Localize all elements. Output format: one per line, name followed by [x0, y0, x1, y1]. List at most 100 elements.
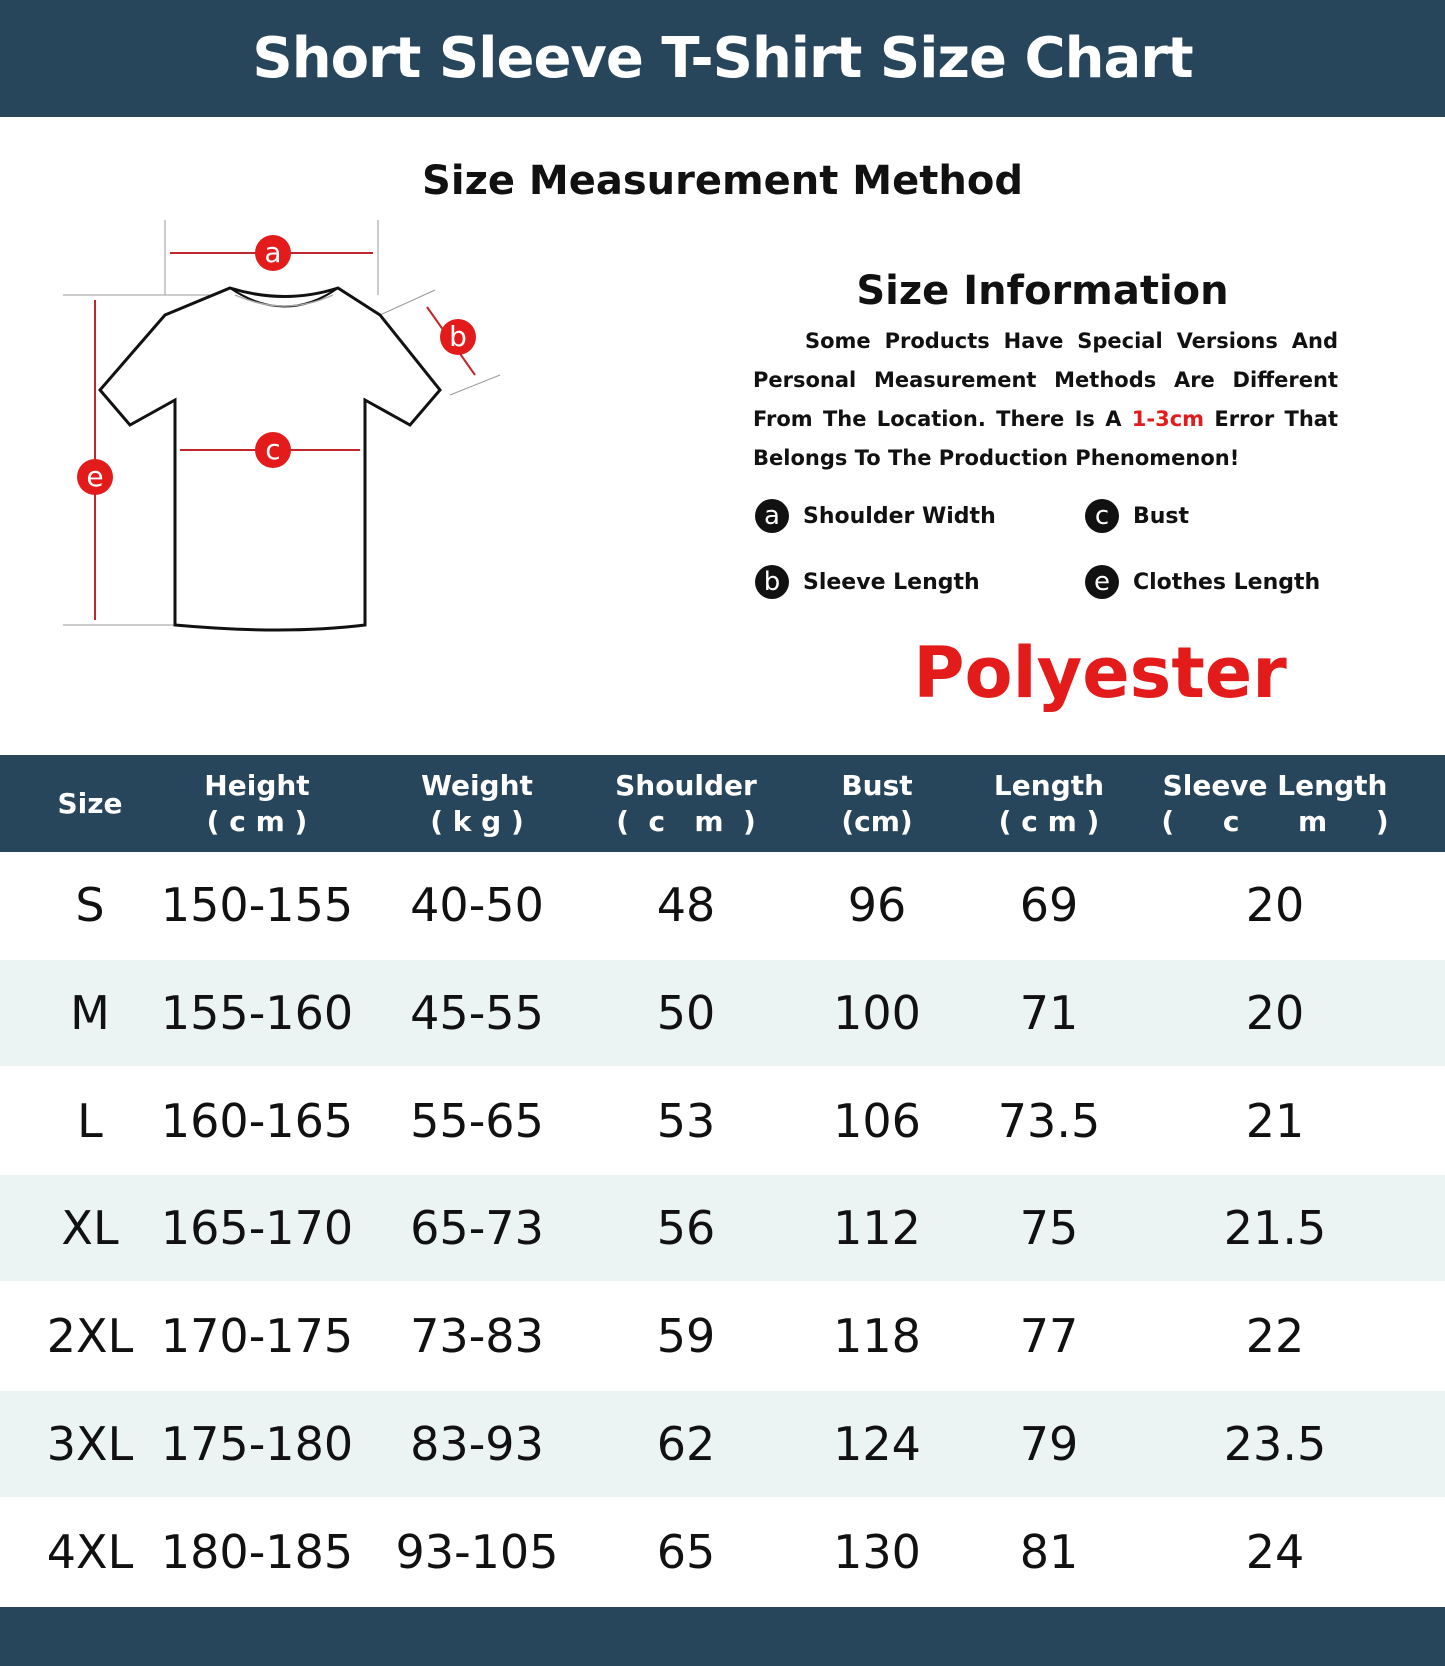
table-cell: 175-180: [160, 1417, 354, 1471]
column-name: Shoulder: [615, 768, 757, 802]
legend-bust: c Bust: [1085, 499, 1189, 533]
column-header: Shoulder( c m ): [615, 755, 757, 852]
table-cell: 59: [656, 1309, 716, 1364]
table-cell: 71: [1019, 985, 1079, 1040]
legend-clothes-length: e Clothes Length: [1085, 565, 1320, 599]
column-name: Height: [204, 768, 310, 802]
table-cell: 83-93: [410, 1417, 544, 1471]
tshirt-diagram: a b c e: [63, 220, 501, 632]
column-header: Size: [57, 755, 122, 852]
table-cell: 56: [656, 1201, 716, 1256]
info-text: Error That Belongs To The Production Phe…: [753, 407, 1338, 470]
table-row: M 155-160 45-55 50 100 71 20: [0, 959, 1445, 1066]
measure-markers: a b c e: [77, 235, 476, 495]
table-cell: 21: [1245, 1093, 1305, 1148]
table-row: S 150-155 40-50 48 96 69 20: [0, 852, 1445, 958]
table-cell: 20: [1245, 985, 1305, 1040]
table-cell: S: [75, 878, 105, 932]
column-name: Sleeve Length: [1162, 768, 1388, 802]
table-cell: 73-83: [410, 1309, 544, 1364]
table-cell: 53: [656, 1093, 716, 1148]
table-cell: 100: [833, 985, 921, 1040]
column-unit: ( c m ): [206, 804, 308, 838]
page-title: Short Sleeve T-Shirt Size Chart: [0, 0, 1445, 117]
table-cell: 165-170: [160, 1201, 354, 1256]
column-header: Length( c m ): [994, 755, 1104, 852]
marker-c-icon: c: [1085, 499, 1119, 533]
table-cell: XL: [61, 1201, 119, 1256]
table-cell: 77: [1019, 1309, 1079, 1364]
legend-shoulder-width: a Shoulder Width: [755, 499, 996, 533]
table-cell: 45-55: [410, 985, 544, 1040]
column-unit: ( c m ): [1161, 804, 1389, 838]
table-cell: 2XL: [46, 1309, 134, 1364]
table-cell: 24: [1245, 1524, 1305, 1579]
column-header: Bust (cm): [841, 755, 912, 852]
table-cell: 50: [656, 985, 716, 1040]
table-cell: 3XL: [46, 1417, 134, 1471]
column-unit: ( c m ): [616, 804, 756, 838]
table-cell: 62: [656, 1417, 716, 1471]
table-cell: 180-185: [160, 1524, 354, 1579]
table-cell: 48: [656, 878, 716, 932]
footer-bar: [0, 1607, 1445, 1666]
legend-label: Sleeve Length: [803, 569, 980, 595]
table-cell: 75: [1019, 1201, 1079, 1256]
info-paragraph: Some Products Have Special Versions And …: [753, 322, 1338, 478]
table-cell: 73.5: [997, 1093, 1101, 1148]
table-cell: 170-175: [160, 1309, 354, 1364]
table-cell: 106: [833, 1093, 921, 1148]
error-range: 1-3cm: [1131, 407, 1205, 431]
marker-b-icon: b: [755, 565, 789, 599]
table-row: 4XL 180-185 93-105 65 130 81 24: [0, 1499, 1445, 1605]
material-label: Polyester: [913, 632, 1287, 714]
table-cell: 150-155: [160, 878, 354, 932]
table-header: Size Height( c m ) Weight( k g ) Shoulder( …: [0, 755, 1445, 852]
column-name: Weight: [421, 768, 533, 802]
table-cell: 112: [833, 1201, 921, 1256]
legend-label: Clothes Length: [1133, 569, 1321, 595]
table-cell: 124: [833, 1417, 921, 1471]
table-cell: 21.5: [1223, 1201, 1327, 1256]
column-name: Bust: [841, 768, 913, 802]
marker-a-icon: a: [755, 499, 789, 533]
table-cell: 93-105: [395, 1524, 559, 1579]
table-row: L 160-165 55-65 53 106 73.5 21: [0, 1068, 1445, 1174]
table-cell: 155-160: [160, 985, 354, 1040]
table-cell: 40-50: [410, 878, 544, 932]
column-header: Height( c m ): [204, 755, 309, 852]
table-cell: 130: [833, 1524, 921, 1579]
column-name: Length: [993, 768, 1105, 802]
table-cell: 160-165: [160, 1093, 354, 1148]
table-cell: 55-65: [410, 1093, 544, 1148]
table-row: 3XL 175-180 83-93 62 124 79 23.5: [0, 1391, 1445, 1497]
table-row: XL 165-170 65-73 56 112 75 21.5: [0, 1175, 1445, 1282]
info-text: Some Products Have Special Versions And …: [753, 329, 1338, 431]
table-cell: 69: [1019, 878, 1079, 932]
table-cell: 79: [1019, 1417, 1079, 1471]
table-cell: 65-73: [410, 1201, 544, 1256]
column-header: Weight( k g ): [421, 755, 533, 852]
table-cell: L: [77, 1093, 103, 1148]
marker-e: e: [86, 460, 103, 493]
table-cell: 65: [656, 1524, 716, 1579]
table-row: 2XL 170-175 73-83 59 118 77 22: [0, 1283, 1445, 1389]
legend-sleeve-length: b Sleeve Length: [755, 565, 980, 599]
info-title: Size Information: [856, 268, 1229, 314]
table-cell: 81: [1019, 1524, 1079, 1579]
legend-label: Shoulder Width: [803, 503, 996, 529]
marker-e-icon: e: [1085, 565, 1119, 599]
column-name: Size: [57, 786, 123, 820]
table-cell: M: [70, 985, 110, 1040]
column-header: Sleeve Length( c m ): [1161, 755, 1388, 852]
table-cell: 23.5: [1223, 1417, 1327, 1471]
column-unit: ( k g ): [430, 804, 524, 838]
table-cell: 118: [833, 1309, 921, 1364]
table-cell: 96: [847, 878, 907, 932]
legend-label: Bust: [1133, 503, 1190, 529]
marker-b: b: [449, 320, 467, 353]
marker-a: a: [264, 236, 281, 269]
table-cell: 4XL: [46, 1524, 134, 1579]
column-unit: (cm): [841, 804, 913, 838]
table-cell: 22: [1245, 1309, 1305, 1364]
